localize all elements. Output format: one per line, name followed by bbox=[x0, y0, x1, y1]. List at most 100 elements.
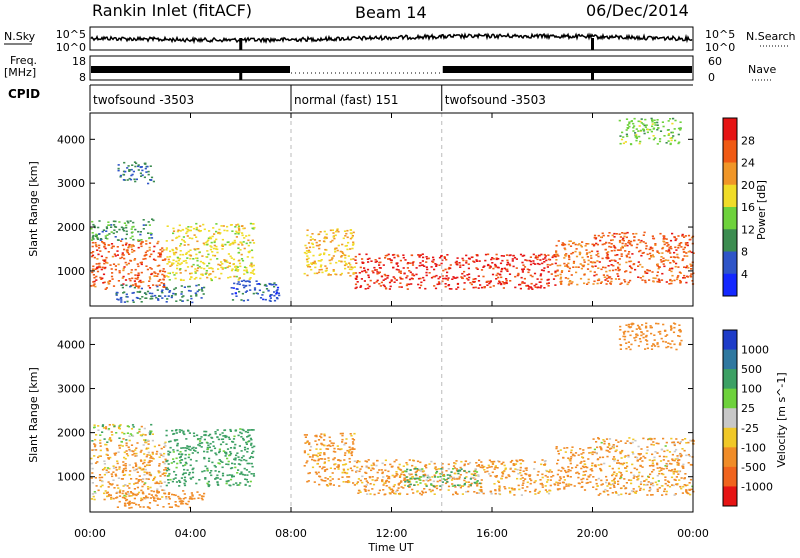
echo-cell bbox=[321, 458, 324, 460]
echo-cell bbox=[358, 253, 361, 256]
echo-cell bbox=[511, 488, 514, 491]
echo-cell bbox=[500, 282, 503, 285]
echo-cell bbox=[174, 504, 177, 506]
echo-cell bbox=[140, 261, 143, 264]
echo-cell bbox=[688, 488, 691, 491]
echo-cell bbox=[233, 282, 236, 285]
echo-cell bbox=[630, 482, 633, 485]
echo-cell bbox=[679, 485, 682, 488]
echo-cell bbox=[147, 285, 150, 287]
echo-cell bbox=[146, 496, 149, 499]
echo-cell bbox=[635, 136, 638, 139]
echo-cell bbox=[452, 493, 455, 496]
echo-cell bbox=[313, 454, 316, 456]
echo-cell bbox=[93, 455, 96, 457]
echo-cell bbox=[169, 265, 172, 267]
echo-cell bbox=[238, 227, 241, 230]
echo-cell bbox=[135, 178, 138, 181]
echo-cell bbox=[621, 242, 624, 245]
echo-cell bbox=[386, 277, 389, 279]
echo-cell bbox=[621, 232, 624, 234]
echo-cell bbox=[128, 495, 131, 497]
echo-cell bbox=[303, 272, 306, 275]
echo-cell bbox=[441, 275, 444, 277]
echo-cell bbox=[447, 489, 450, 491]
echo-cell bbox=[376, 459, 379, 462]
echo-cell bbox=[670, 131, 673, 134]
echo-cell bbox=[329, 440, 332, 442]
echo-cell bbox=[584, 466, 587, 468]
echo-cell bbox=[246, 431, 250, 434]
echo-cell bbox=[161, 289, 164, 291]
echo-cell bbox=[654, 244, 657, 246]
echo-cell bbox=[309, 251, 312, 253]
echo-cell bbox=[643, 132, 646, 135]
echo-cell bbox=[670, 329, 673, 331]
echo-cell bbox=[631, 451, 634, 453]
echo-cell bbox=[175, 300, 178, 302]
echo-cell bbox=[318, 271, 321, 274]
echo-cell bbox=[567, 262, 570, 265]
echo-cell bbox=[342, 237, 345, 240]
echo-cell bbox=[397, 269, 400, 271]
echo-cell bbox=[577, 266, 580, 268]
echo-cell bbox=[391, 490, 394, 493]
echo-cell bbox=[686, 484, 689, 486]
echo-cell bbox=[653, 122, 656, 124]
echo-cell bbox=[586, 481, 590, 484]
echo-cell bbox=[221, 268, 224, 270]
echo-cell bbox=[572, 260, 576, 263]
echo-cell bbox=[188, 473, 191, 476]
echo-cell bbox=[158, 284, 161, 286]
echo-cell bbox=[476, 254, 479, 257]
echo-cell bbox=[134, 277, 137, 280]
echo-cell bbox=[137, 164, 140, 166]
echo-cell bbox=[424, 474, 427, 477]
echo-cell bbox=[478, 260, 481, 262]
echo-cell bbox=[419, 470, 422, 472]
echo-cell bbox=[241, 232, 244, 234]
echo-cell bbox=[612, 445, 615, 448]
echo-cell bbox=[448, 288, 451, 290]
echo-cell bbox=[683, 277, 686, 279]
echo-cell bbox=[361, 258, 364, 260]
echo-cell bbox=[663, 488, 666, 490]
echo-cell bbox=[180, 459, 183, 461]
echo-cell bbox=[376, 471, 379, 474]
echo-cell bbox=[196, 491, 199, 493]
echo-cell bbox=[324, 248, 327, 251]
echo-cell bbox=[116, 460, 119, 462]
echo-cell bbox=[455, 460, 458, 462]
echo-cell bbox=[587, 278, 590, 281]
echo-cell bbox=[237, 269, 240, 271]
echo-cell bbox=[667, 250, 670, 253]
echo-cell bbox=[664, 335, 667, 337]
echo-cell bbox=[190, 265, 193, 268]
echo-cell bbox=[498, 485, 501, 487]
echo-cell bbox=[414, 473, 417, 476]
echo-cell bbox=[602, 274, 605, 276]
echo-cell bbox=[209, 248, 212, 251]
echo-cell bbox=[115, 294, 118, 296]
echo-cell bbox=[180, 447, 183, 449]
echo-cell bbox=[614, 247, 617, 249]
echo-cell bbox=[101, 266, 104, 269]
echo-cell bbox=[320, 268, 323, 271]
echo-cell bbox=[121, 478, 124, 480]
echo-cell bbox=[644, 457, 647, 459]
echo-cell bbox=[217, 263, 220, 266]
velocity-colorbar-label: 100 bbox=[741, 383, 762, 396]
echo-cell bbox=[640, 129, 643, 132]
echo-cell bbox=[156, 285, 159, 288]
echo-cell bbox=[116, 491, 119, 494]
echo-cell bbox=[125, 439, 128, 441]
echo-cell bbox=[237, 233, 240, 235]
echo-cell bbox=[591, 470, 594, 472]
echo-cell bbox=[672, 470, 675, 473]
echo-cell bbox=[671, 453, 674, 456]
echo-cell bbox=[599, 492, 602, 495]
echo-cell bbox=[458, 484, 461, 486]
echo-cell bbox=[657, 345, 660, 348]
echo-cell bbox=[222, 225, 225, 227]
